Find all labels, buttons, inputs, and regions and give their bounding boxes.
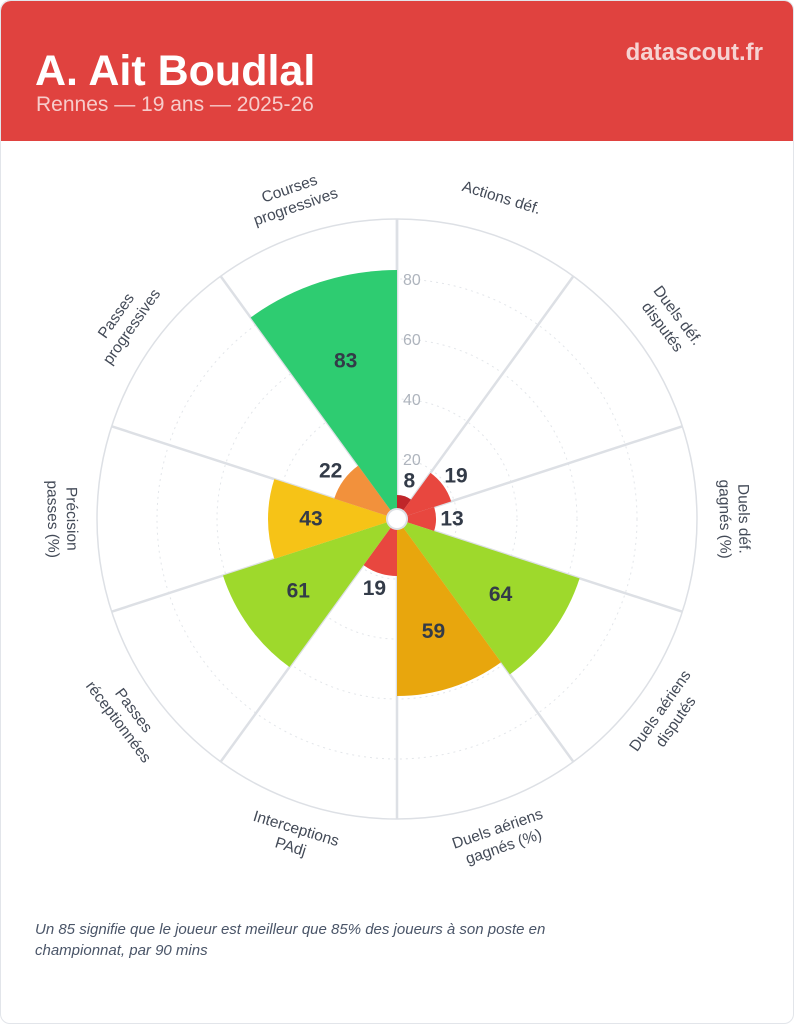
svg-text:60: 60 — [403, 332, 421, 349]
svg-text:43: 43 — [299, 508, 322, 531]
svg-text:59: 59 — [422, 620, 445, 643]
svg-text:20: 20 — [403, 452, 421, 469]
svg-text:13: 13 — [440, 508, 463, 531]
svg-text:83: 83 — [334, 350, 357, 373]
svg-text:8: 8 — [404, 469, 416, 492]
svg-text:61: 61 — [287, 579, 311, 602]
svg-text:64: 64 — [489, 583, 513, 606]
svg-text:22: 22 — [319, 459, 342, 482]
svg-text:19: 19 — [363, 577, 386, 600]
svg-text:40: 40 — [403, 392, 421, 409]
svg-text:80: 80 — [403, 272, 421, 289]
svg-text:19: 19 — [444, 465, 467, 488]
